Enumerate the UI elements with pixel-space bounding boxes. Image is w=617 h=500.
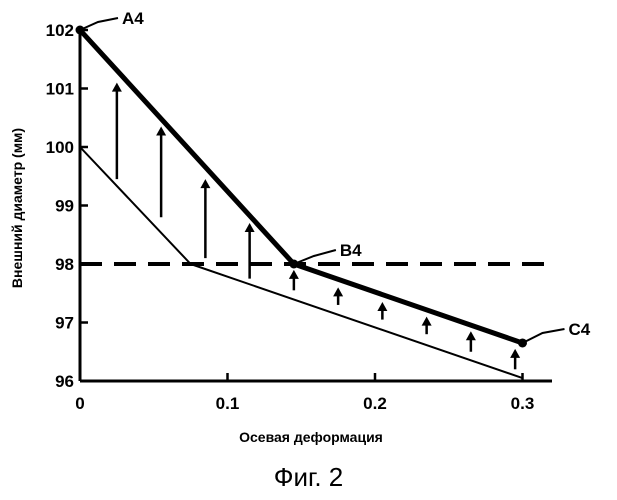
y-tick-label: 96 bbox=[55, 372, 74, 391]
x-tick-label: 0.3 bbox=[511, 394, 535, 413]
y-axis-title: Внешний диаметр (мм) bbox=[9, 128, 25, 288]
arrow-head bbox=[510, 349, 520, 358]
x-tick-label: 0 bbox=[75, 394, 84, 413]
x-tick-label: 0.2 bbox=[363, 394, 387, 413]
axes: 96 97 98 99 100 101 102 0 0.1 0.2 0.3 bbox=[46, 21, 552, 413]
y-tick-label: 102 bbox=[46, 21, 74, 40]
arrow-head bbox=[289, 270, 299, 279]
y-tick-label: 99 bbox=[55, 197, 74, 216]
arrow-head bbox=[156, 127, 166, 136]
point-label-b4: B4 bbox=[340, 241, 362, 260]
arrows-group bbox=[112, 83, 520, 370]
arrow-head bbox=[200, 179, 210, 188]
point-label-c4: C4 bbox=[569, 320, 591, 339]
y-tick-label: 101 bbox=[46, 80, 74, 99]
x-axis-title: Осевая деформация bbox=[239, 429, 383, 445]
arrow-head bbox=[422, 317, 432, 326]
arrow-head bbox=[377, 302, 387, 311]
point-label-a4: A4 bbox=[122, 9, 144, 28]
y-tick-label: 100 bbox=[46, 138, 74, 157]
series-group bbox=[80, 30, 552, 378]
arrow-head bbox=[333, 287, 343, 296]
y-tick-label: 98 bbox=[55, 255, 74, 274]
labels-group: A4 B4 C4 bbox=[76, 9, 591, 347]
series-line-thick bbox=[80, 30, 523, 343]
y-tick-label: 97 bbox=[55, 314, 74, 333]
point-leader-line bbox=[523, 329, 565, 343]
chart-canvas: 96 97 98 99 100 101 102 0 0.1 0.2 0.3 A4 B4 C4 Осева… bbox=[0, 0, 617, 460]
point-leader-line bbox=[294, 250, 336, 264]
arrow-head bbox=[466, 331, 476, 340]
arrow-head bbox=[112, 83, 122, 92]
x-tick-label: 0.1 bbox=[216, 394, 240, 413]
arrow-head bbox=[245, 223, 255, 232]
figure-caption: Фиг. 2 bbox=[0, 462, 617, 493]
point-leader-line bbox=[80, 18, 118, 30]
